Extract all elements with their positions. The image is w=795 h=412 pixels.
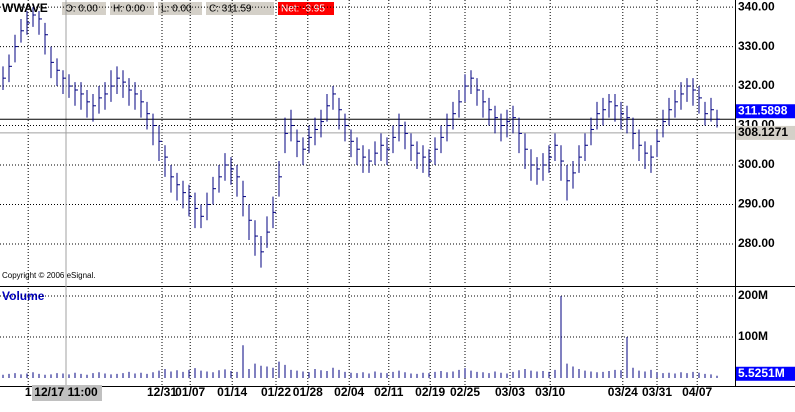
reference-label: 308.1271 bbox=[738, 125, 788, 139]
x-tick-label: 03/24 bbox=[608, 385, 638, 399]
cursor-box bbox=[32, 385, 102, 401]
x-tick-label: 02/11 bbox=[374, 385, 404, 399]
y-tick-label: 200M bbox=[738, 288, 768, 302]
y-tick-label: 300.00 bbox=[738, 157, 775, 171]
quote-field: O: 0.00 bbox=[65, 4, 98, 15]
x-tick-label: 02/25 bbox=[450, 385, 480, 399]
x-tick-label: 02/04 bbox=[334, 385, 364, 399]
last-price-label: 311.5898 bbox=[738, 103, 788, 117]
quote-box bbox=[110, 2, 154, 15]
quote-box bbox=[62, 2, 106, 15]
x-tick-label: 01/22 bbox=[261, 385, 291, 399]
header: WWAVE bbox=[2, 1, 48, 15]
last-volume-box bbox=[736, 366, 795, 381]
x-tick-label: 01/07 bbox=[175, 385, 205, 399]
x-tick-label: 01/28 bbox=[293, 385, 323, 399]
quote-box bbox=[158, 2, 202, 15]
x-tick-label: 04/07 bbox=[682, 385, 712, 399]
x-tick-label: 01/14 bbox=[217, 385, 247, 399]
x-tick-label: 1 bbox=[25, 385, 32, 399]
quote-field: L: 0.00 bbox=[161, 4, 192, 15]
y-tick-label: 280.00 bbox=[738, 236, 775, 250]
quote-field: Net: -3.95 bbox=[281, 4, 325, 15]
volume-title: Volume bbox=[2, 289, 45, 303]
y-tick-label: 340.00 bbox=[738, 0, 775, 13]
y-tick-label: 100M bbox=[738, 329, 768, 343]
x-tick-label: 03/31 bbox=[642, 385, 672, 399]
last-volume-label: 5.5251M bbox=[738, 366, 785, 380]
quote-box bbox=[278, 2, 334, 15]
y-tick-label: 320.00 bbox=[738, 78, 775, 92]
symbol: WWAVE bbox=[2, 1, 48, 15]
quote-box bbox=[206, 2, 274, 15]
x-tick-label: 03/10 bbox=[535, 385, 565, 399]
y-tick-label: 330.00 bbox=[738, 39, 775, 53]
quote-field: C: 311.59 bbox=[209, 4, 252, 15]
x-tick-label: 03/03 bbox=[495, 385, 525, 399]
x-tick-label: 02/19 bbox=[415, 385, 445, 399]
last-price-box bbox=[736, 104, 795, 119]
y-tick-label: 290.00 bbox=[738, 197, 775, 211]
cursor-label: 12/17 11:00 bbox=[34, 385, 98, 399]
copyright: Copyright © 2006 eSignal. bbox=[2, 271, 96, 280]
x-tick-label: 12/31 bbox=[147, 385, 177, 399]
quote-field: H: 0.00 bbox=[113, 4, 146, 15]
reference-box bbox=[736, 125, 795, 140]
